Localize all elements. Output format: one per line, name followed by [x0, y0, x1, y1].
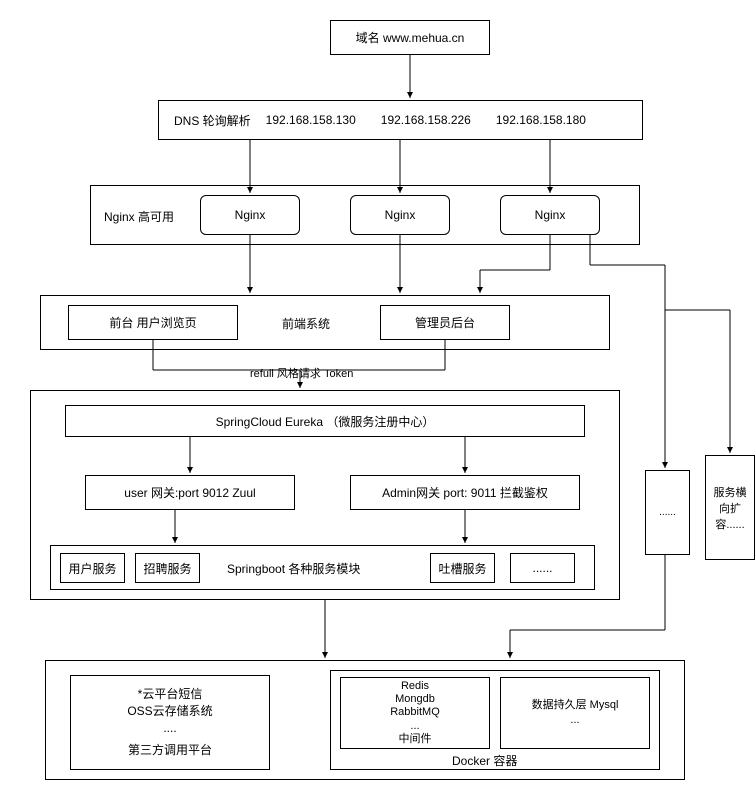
frontend-right-label: 管理员后台 — [415, 314, 475, 331]
user-gateway-label: user 网关:port 9012 Zuul — [124, 484, 255, 501]
dns-ip2: 192.168.158.226 — [381, 113, 471, 127]
frontend-center-label: 前端系统 — [280, 315, 332, 332]
dns-ip1: 192.168.158.130 — [266, 113, 356, 127]
tp-l4: 第三方调用平台 — [128, 742, 212, 759]
tp-l3: .... — [163, 720, 176, 737]
service-2: 招聘服务 — [135, 553, 200, 583]
docker-label: Docker 容器 — [450, 752, 519, 769]
restful-label: refull 风格请求 Token — [248, 365, 355, 381]
nginx-2: Nginx — [350, 195, 450, 235]
frontend-left: 前台 用户浏览页 — [68, 305, 238, 340]
middleware-box: Redis Mongdb RabbitMQ ... 中间件 — [340, 677, 490, 749]
nginx-ha-label: Nginx 高可用 — [102, 208, 176, 225]
service-1-label: 用户服务 — [68, 560, 116, 577]
tp-l2: OSS云存储系统 — [127, 703, 212, 720]
persist-l2: ... — [570, 713, 579, 728]
service-3-label: 吐槽服务 — [438, 560, 486, 577]
nginx-2-label: Nginx — [385, 208, 416, 222]
scale-box: 服务横向扩容...... — [705, 455, 755, 560]
domain-label: 域名 www.mehua.cn — [356, 29, 465, 46]
thirdparty-box: *云平台短信 OSS云存储系统 .... 第三方调用平台 — [70, 675, 270, 770]
tp-l1: *云平台短信 — [138, 686, 203, 703]
eureka-label: SpringCloud Eureka （微服务注册中心） — [216, 413, 435, 430]
service-2-label: 招聘服务 — [143, 560, 191, 577]
admin-gateway-label: Admin网关 port: 9011 拦截鉴权 — [382, 484, 548, 501]
mw-l3: RabbitMQ — [390, 706, 440, 719]
service-4-label: ...... — [532, 561, 552, 575]
user-gateway: user 网关:port 9012 Zuul — [85, 475, 295, 510]
dns-label: DNS 轮询解析 — [174, 112, 251, 129]
frontend-left-label: 前台 用户浏览页 — [109, 314, 196, 331]
nginx-3: Nginx — [500, 195, 600, 235]
nginx-1-label: Nginx — [235, 208, 266, 222]
nginx-3-label: Nginx — [535, 208, 566, 222]
admin-gateway: Admin网关 port: 9011 拦截鉴权 — [350, 475, 580, 510]
frontend-right: 管理员后台 — [380, 305, 510, 340]
nginx-1: Nginx — [200, 195, 300, 235]
domain-box: 域名 www.mehua.cn — [330, 20, 490, 55]
persist-box: 数据持久层 Mysql ... — [500, 677, 650, 749]
service-3: 吐槽服务 — [430, 553, 495, 583]
mw-l5: 中间件 — [399, 733, 432, 746]
mw-l2: Mongdb — [395, 693, 435, 706]
service-1: 用户服务 — [60, 553, 125, 583]
service-4: ...... — [510, 553, 575, 583]
dns-box: DNS 轮询解析 192.168.158.130 192.168.158.226… — [158, 100, 643, 140]
mw-l1: Redis — [401, 680, 429, 693]
scale-label: 服务横向扩容...... — [710, 484, 750, 532]
dns-ip3: 192.168.158.180 — [496, 113, 586, 127]
scale-ellipsis: ...... — [645, 470, 690, 555]
mw-l4: ... — [410, 720, 419, 733]
architecture-diagram: 域名 www.mehua.cn DNS 轮询解析 192.168.158.130… — [10, 10, 756, 792]
springboot-center-label: Springboot 各种服务模块 — [225, 560, 362, 577]
scale-ellipsis-label: ...... — [659, 507, 676, 518]
persist-l1: 数据持久层 Mysql — [532, 698, 619, 713]
eureka-box: SpringCloud Eureka （微服务注册中心） — [65, 405, 585, 437]
